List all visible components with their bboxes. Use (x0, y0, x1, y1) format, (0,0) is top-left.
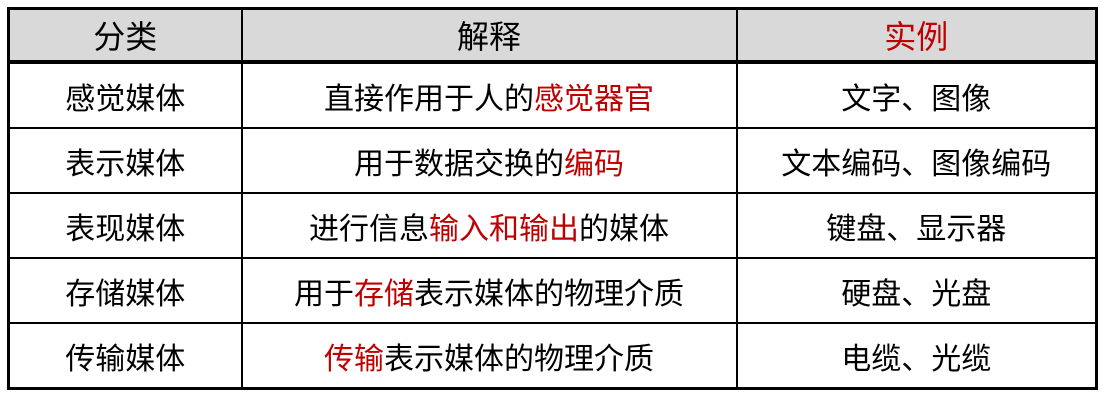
explanation-keyword: 存储 (354, 277, 414, 311)
examples-cell: 键盘、显示器 (735, 192, 1098, 259)
explanation-text: 进行信息 (309, 212, 429, 246)
explanation-cell: 传输表示媒体的物理介质 (240, 322, 738, 390)
category-cell: 存储媒体 (7, 257, 243, 324)
examples-cell: 文字、图像 (735, 61, 1098, 129)
media-classification-table: 分类 解释 实例 感觉媒体 直接作用于人的感觉器官 文字、图像 表示媒体 用于数据交换的编码… (7, 7, 1098, 390)
examples-cell: 电缆、光缆 (735, 322, 1098, 390)
table-row: 传输媒体 传输表示媒体的物理介质 电缆、光缆 (7, 322, 1098, 390)
explanation-keyword: 传输 (324, 342, 384, 376)
explanation-text: 表示媒体的物理介质 (384, 342, 654, 376)
examples-cell: 硬盘、光盘 (735, 257, 1098, 324)
explanation-keyword: 编码 (564, 147, 624, 181)
explanation-keyword: 感觉器官 (534, 82, 654, 116)
header-cell-1: 解释 (240, 7, 738, 64)
table-row: 存储媒体 用于存储表示媒体的物理介质 硬盘、光盘 (7, 257, 1098, 324)
category-cell: 表示媒体 (7, 127, 243, 194)
table-row: 表示媒体 用于数据交换的编码 文本编码、图像编码 (7, 127, 1098, 194)
examples-cell: 文本编码、图像编码 (735, 127, 1098, 194)
category-cell: 传输媒体 (7, 322, 243, 390)
category-cell: 表现媒体 (7, 192, 243, 259)
explanation-text: 直接作用于人的 (324, 82, 534, 116)
explanation-text: 用于数据交换的 (354, 147, 564, 181)
header-cell-2: 实例 (735, 7, 1098, 64)
explanation-cell: 用于存储表示媒体的物理介质 (240, 257, 738, 324)
explanation-cell: 直接作用于人的感觉器官 (240, 61, 738, 129)
table-row: 表现媒体 进行信息输入和输出的媒体 键盘、显示器 (7, 192, 1098, 259)
table-row: 感觉媒体 直接作用于人的感觉器官 文字、图像 (7, 61, 1098, 129)
header-row: 分类 解释 实例 (7, 7, 1098, 64)
explanation-cell: 进行信息输入和输出的媒体 (240, 192, 738, 259)
table-header: 分类 解释 实例 (7, 7, 1098, 64)
explanation-text: 用于 (294, 277, 354, 311)
explanation-text: 表示媒体的物理介质 (414, 277, 684, 311)
category-cell: 感觉媒体 (7, 61, 243, 129)
explanation-keyword: 输入和输出 (429, 212, 579, 246)
explanation-cell: 用于数据交换的编码 (240, 127, 738, 194)
explanation-text: 的媒体 (579, 212, 669, 246)
table-body: 感觉媒体 直接作用于人的感觉器官 文字、图像 表示媒体 用于数据交换的编码 文本编码、图像… (7, 61, 1098, 390)
header-cell-0: 分类 (7, 7, 243, 64)
